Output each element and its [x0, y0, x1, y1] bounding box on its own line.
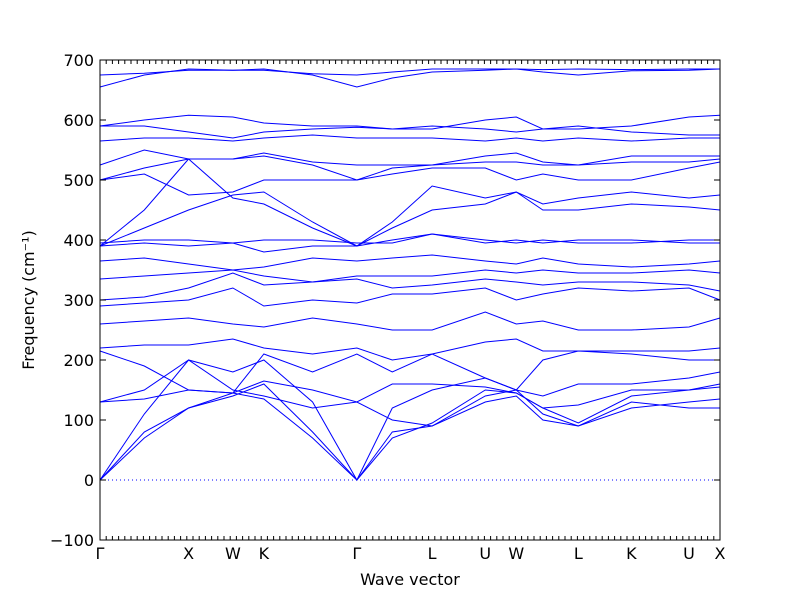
branch-line-5	[99, 359, 721, 427]
x-tick-label: X	[183, 544, 194, 563]
branch-line-20	[99, 134, 720, 142]
y-tick-label: 400	[63, 231, 94, 250]
branch-line-14	[99, 233, 720, 244]
branch-line-19	[99, 149, 721, 166]
y-tick-label: 700	[63, 51, 94, 70]
x-tick-label: Γ	[352, 544, 361, 563]
branch-line-3	[99, 359, 721, 482]
branch-line-9	[99, 287, 721, 307]
branch-line-16	[99, 158, 721, 247]
branch-line-2	[99, 383, 721, 481]
x-tick-label: W	[508, 544, 524, 563]
y-tick-label: 200	[63, 351, 94, 370]
y-tick-label: 100	[63, 411, 94, 430]
branch-line-23	[99, 68, 721, 88]
x-tick-label: L	[428, 544, 437, 563]
y-tick-label: 0	[84, 471, 94, 490]
branch-line-15	[99, 191, 721, 247]
y-tick-label: −100	[50, 531, 94, 550]
branch-line-1	[99, 383, 720, 481]
branch-line-17	[99, 161, 721, 196]
y-tick-label: 300	[63, 291, 94, 310]
branch-line-21	[99, 114, 721, 130]
x-tick-label: K	[626, 544, 637, 563]
x-tick-label: W	[225, 544, 241, 563]
branch-line-8	[99, 311, 721, 331]
x-tick-label: K	[259, 544, 270, 563]
branch-line-6	[99, 350, 720, 394]
branch-line-24	[99, 68, 720, 76]
branch-line-10	[99, 272, 721, 301]
branch-line-22	[100, 125, 720, 139]
x-tick-label: U	[683, 544, 695, 563]
branch-line-11	[99, 269, 721, 283]
y-tick-label: 500	[63, 171, 94, 190]
x-tick-label: Γ	[96, 544, 105, 563]
x-tick-label: L	[574, 544, 583, 563]
branch-line-13	[99, 233, 720, 253]
y-axis-label: Frequency (cm⁻¹)	[19, 230, 38, 369]
x-axis-label: Wave vector	[360, 570, 460, 589]
branch-line-7	[99, 338, 721, 361]
branch-line-12	[99, 254, 721, 271]
y-axis-ticks: −100 0 100 200 300 400 500 600 700	[50, 51, 720, 550]
x-tick-label: U	[479, 544, 491, 563]
series-layer	[99, 68, 721, 482]
y-tick-label: 600	[63, 111, 94, 130]
x-tick-label: X	[715, 544, 726, 563]
